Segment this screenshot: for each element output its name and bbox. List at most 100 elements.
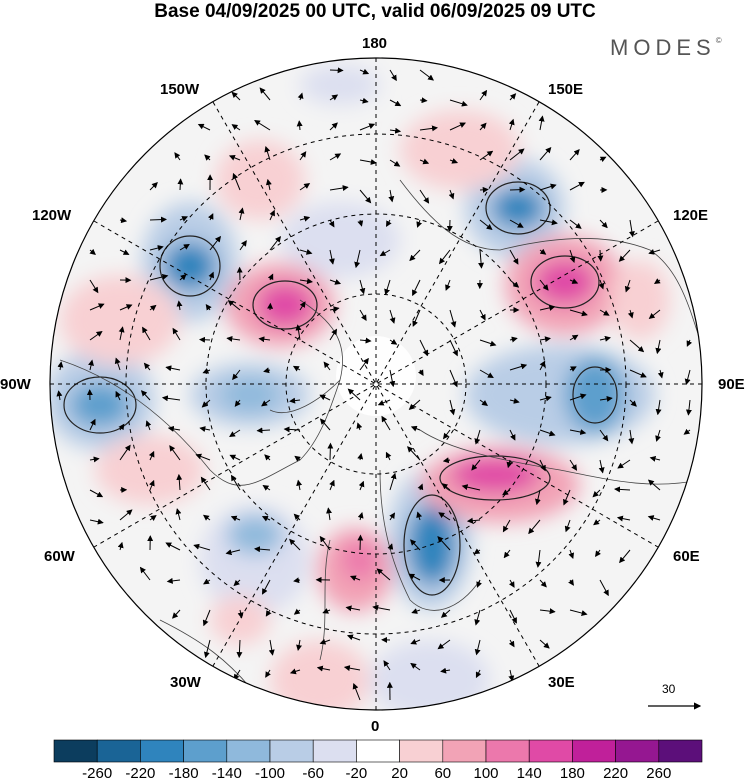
wind-vector — [599, 395, 613, 402]
wind-vector — [237, 609, 244, 619]
wind-vector — [166, 577, 181, 584]
wind-vector — [145, 420, 152, 431]
wind-vector — [142, 326, 151, 341]
wind-vector — [539, 248, 547, 255]
wind-vector — [389, 159, 401, 167]
wind-vector — [461, 484, 481, 491]
colorbar-swatch — [140, 739, 184, 763]
wind-vector — [359, 123, 376, 131]
wind-vector — [358, 480, 365, 491]
wind-vector — [686, 339, 693, 347]
wind-vector — [569, 309, 588, 317]
wind-vector — [509, 609, 517, 624]
wind-vector — [293, 513, 301, 521]
wind-vector — [539, 608, 556, 615]
wind-vector — [327, 442, 334, 461]
wind-vector — [195, 453, 211, 461]
wind-vector — [174, 152, 181, 161]
wind-vector — [539, 395, 552, 402]
wind-vector — [563, 489, 571, 506]
wind-vector — [539, 183, 557, 191]
wind-vector — [357, 512, 364, 521]
wind-vector — [685, 399, 692, 416]
wind-vector — [449, 309, 457, 328]
wind-vector — [389, 99, 402, 107]
wind-vector — [119, 509, 133, 521]
wind-vector — [258, 336, 271, 343]
wind-vector — [437, 536, 451, 551]
wind-vector — [256, 427, 271, 434]
wind-vector — [316, 665, 331, 672]
wind-vector — [115, 390, 121, 401]
wind-vector — [261, 399, 271, 407]
wind-vector — [466, 517, 481, 524]
wind-vector — [416, 219, 423, 228]
wind-vector — [203, 639, 211, 659]
wind-vector — [231, 91, 241, 101]
wind-vector — [569, 609, 588, 616]
wind-vector — [167, 425, 181, 432]
wind-vector — [539, 579, 547, 588]
wind-vector — [569, 429, 587, 435]
wind-vector — [569, 181, 585, 191]
wind-vector — [569, 219, 582, 229]
wind-vector — [289, 668, 301, 675]
wind-vector — [264, 454, 271, 461]
wind-vector — [199, 336, 211, 343]
wind-vector — [616, 515, 631, 522]
wind-vector — [226, 335, 241, 342]
colorbar-swatch — [269, 739, 314, 763]
wind-vector — [119, 444, 131, 461]
colorbar-swatch — [528, 739, 573, 763]
wind-vector — [474, 639, 481, 656]
map-title: Base 04/09/2025 00 UTC, valid 06/09/2025… — [154, 1, 596, 22]
wind-vector — [176, 300, 183, 311]
wind-vector — [149, 216, 167, 223]
wind-vector — [647, 479, 661, 491]
wind-vector — [161, 395, 181, 402]
wind-vector — [209, 235, 222, 251]
wind-vector — [412, 279, 421, 297]
wind-vector — [509, 249, 519, 265]
wind-vector — [569, 393, 587, 401]
wind-vector — [508, 639, 515, 648]
colorbar-tick-label: 180 — [559, 765, 585, 782]
colorbar-tick-label: 260 — [646, 765, 672, 782]
wind-vector — [193, 543, 211, 551]
wind-vector — [539, 146, 552, 161]
wind-vector — [535, 549, 542, 568]
colorbar-swatch — [572, 739, 616, 763]
wind-vector — [655, 339, 662, 355]
wind-vector — [381, 415, 391, 431]
wind-vector — [508, 669, 515, 682]
wind-vector — [568, 579, 574, 586]
wind-vector — [293, 577, 301, 584]
wind-vector — [114, 357, 121, 371]
wind-vector — [319, 535, 331, 551]
wind-vector — [442, 457, 451, 464]
wind-vector — [230, 474, 241, 491]
wind-vector — [479, 89, 488, 101]
wind-vector — [684, 369, 691, 385]
wind-vector — [119, 249, 130, 255]
wind-vector — [329, 122, 338, 131]
wind-vector — [265, 178, 272, 191]
wind-vector — [259, 87, 271, 101]
wind-vector — [329, 67, 344, 74]
wind-vector — [389, 472, 397, 491]
wind-vector — [149, 245, 164, 251]
wind-vector — [479, 399, 489, 406]
wind-vector — [595, 549, 601, 558]
wind-vector — [628, 429, 635, 445]
wind-vector — [479, 122, 487, 131]
wind-vector — [657, 369, 664, 379]
wind-vector — [329, 279, 342, 285]
wind-vector — [299, 151, 307, 161]
wind-vector — [265, 669, 271, 678]
wind-vector — [655, 399, 662, 416]
wind-vector — [539, 429, 556, 437]
wind-vector — [509, 148, 525, 161]
wind-vector — [509, 398, 520, 404]
wind-vector — [539, 459, 546, 472]
